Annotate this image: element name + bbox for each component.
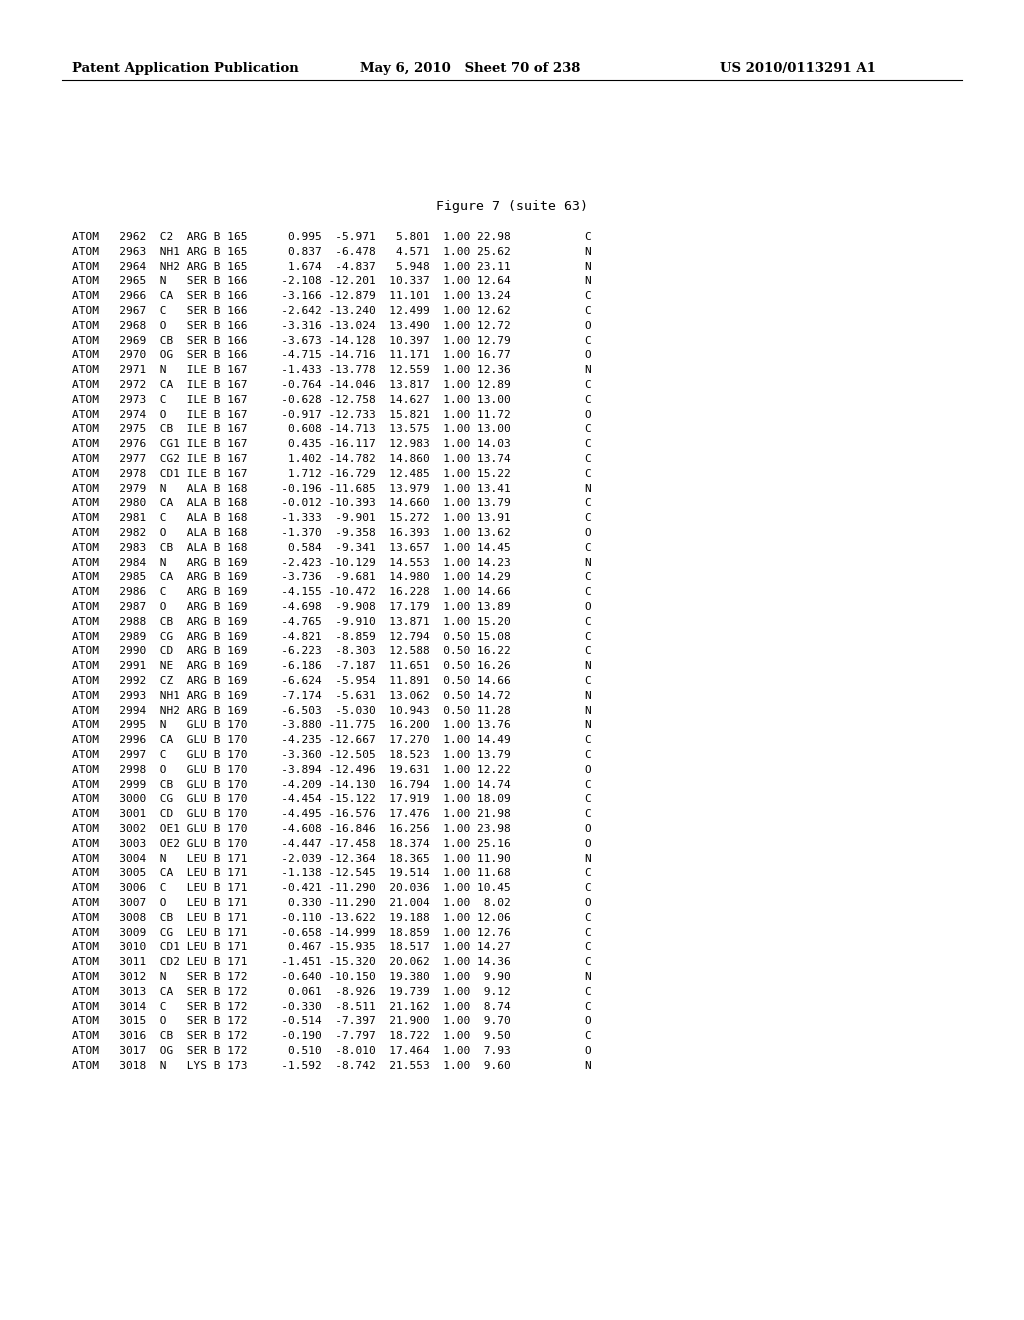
Text: ATOM   2994  NH2 ARG B 169     -6.503  -5.030  10.943  0.50 11.28           N: ATOM 2994 NH2 ARG B 169 -6.503 -5.030 10…: [72, 706, 592, 715]
Text: ATOM   2978  CD1 ILE B 167      1.712 -16.729  12.485  1.00 15.22           C: ATOM 2978 CD1 ILE B 167 1.712 -16.729 12…: [72, 469, 592, 479]
Text: ATOM   2989  CG  ARG B 169     -4.821  -8.859  12.794  0.50 15.08           C: ATOM 2989 CG ARG B 169 -4.821 -8.859 12.…: [72, 631, 592, 642]
Text: ATOM   3007  O   LEU B 171      0.330 -11.290  21.004  1.00  8.02           O: ATOM 3007 O LEU B 171 0.330 -11.290 21.0…: [72, 898, 592, 908]
Text: ATOM   3008  CB  LEU B 171     -0.110 -13.622  19.188  1.00 12.06           C: ATOM 3008 CB LEU B 171 -0.110 -13.622 19…: [72, 913, 592, 923]
Text: ATOM   2980  CA  ALA B 168     -0.012 -10.393  14.660  1.00 13.79           C: ATOM 2980 CA ALA B 168 -0.012 -10.393 14…: [72, 499, 592, 508]
Text: ATOM   2966  CA  SER B 166     -3.166 -12.879  11.101  1.00 13.24           C: ATOM 2966 CA SER B 166 -3.166 -12.879 11…: [72, 292, 592, 301]
Text: ATOM   2993  NH1 ARG B 169     -7.174  -5.631  13.062  0.50 14.72           N: ATOM 2993 NH1 ARG B 169 -7.174 -5.631 13…: [72, 690, 592, 701]
Text: ATOM   3011  CD2 LEU B 171     -1.451 -15.320  20.062  1.00 14.36           C: ATOM 3011 CD2 LEU B 171 -1.451 -15.320 2…: [72, 957, 592, 968]
Text: ATOM   2963  NH1 ARG B 165      0.837  -6.478   4.571  1.00 25.62           N: ATOM 2963 NH1 ARG B 165 0.837 -6.478 4.5…: [72, 247, 592, 257]
Text: ATOM   3010  CD1 LEU B 171      0.467 -15.935  18.517  1.00 14.27           C: ATOM 3010 CD1 LEU B 171 0.467 -15.935 18…: [72, 942, 592, 953]
Text: ATOM   3000  CG  GLU B 170     -4.454 -15.122  17.919  1.00 18.09           C: ATOM 3000 CG GLU B 170 -4.454 -15.122 17…: [72, 795, 592, 804]
Text: ATOM   2972  CA  ILE B 167     -0.764 -14.046  13.817  1.00 12.89           C: ATOM 2972 CA ILE B 167 -0.764 -14.046 13…: [72, 380, 592, 389]
Text: ATOM   2995  N   GLU B 170     -3.880 -11.775  16.200  1.00 13.76           N: ATOM 2995 N GLU B 170 -3.880 -11.775 16.…: [72, 721, 592, 730]
Text: ATOM   3015  O   SER B 172     -0.514  -7.397  21.900  1.00  9.70           O: ATOM 3015 O SER B 172 -0.514 -7.397 21.9…: [72, 1016, 592, 1027]
Text: ATOM   3018  N   LYS B 173     -1.592  -8.742  21.553  1.00  9.60           N: ATOM 3018 N LYS B 173 -1.592 -8.742 21.5…: [72, 1061, 592, 1071]
Text: ATOM   2967  C   SER B 166     -2.642 -13.240  12.499  1.00 12.62           C: ATOM 2967 C SER B 166 -2.642 -13.240 12.…: [72, 306, 592, 315]
Text: ATOM   2997  C   GLU B 170     -3.360 -12.505  18.523  1.00 13.79           C: ATOM 2997 C GLU B 170 -3.360 -12.505 18.…: [72, 750, 592, 760]
Text: ATOM   3014  C   SER B 172     -0.330  -8.511  21.162  1.00  8.74           C: ATOM 3014 C SER B 172 -0.330 -8.511 21.1…: [72, 1002, 592, 1011]
Text: ATOM   2976  CG1 ILE B 167      0.435 -16.117  12.983  1.00 14.03           C: ATOM 2976 CG1 ILE B 167 0.435 -16.117 12…: [72, 440, 592, 449]
Text: ATOM   2968  O   SER B 166     -3.316 -13.024  13.490  1.00 12.72           O: ATOM 2968 O SER B 166 -3.316 -13.024 13.…: [72, 321, 592, 331]
Text: ATOM   2987  O   ARG B 169     -4.698  -9.908  17.179  1.00 13.89           O: ATOM 2987 O ARG B 169 -4.698 -9.908 17.1…: [72, 602, 592, 612]
Text: ATOM   2974  O   ILE B 167     -0.917 -12.733  15.821  1.00 11.72           O: ATOM 2974 O ILE B 167 -0.917 -12.733 15.…: [72, 409, 592, 420]
Text: ATOM   2964  NH2 ARG B 165      1.674  -4.837   5.948  1.00 23.11           N: ATOM 2964 NH2 ARG B 165 1.674 -4.837 5.9…: [72, 261, 592, 272]
Text: ATOM   3004  N   LEU B 171     -2.039 -12.364  18.365  1.00 11.90           N: ATOM 3004 N LEU B 171 -2.039 -12.364 18.…: [72, 854, 592, 863]
Text: US 2010/0113291 A1: US 2010/0113291 A1: [720, 62, 876, 75]
Text: ATOM   2973  C   ILE B 167     -0.628 -12.758  14.627  1.00 13.00           C: ATOM 2973 C ILE B 167 -0.628 -12.758 14.…: [72, 395, 592, 405]
Text: ATOM   2999  CB  GLU B 170     -4.209 -14.130  16.794  1.00 14.74           C: ATOM 2999 CB GLU B 170 -4.209 -14.130 16…: [72, 780, 592, 789]
Text: ATOM   2996  CA  GLU B 170     -4.235 -12.667  17.270  1.00 14.49           C: ATOM 2996 CA GLU B 170 -4.235 -12.667 17…: [72, 735, 592, 746]
Text: ATOM   2985  CA  ARG B 169     -3.736  -9.681  14.980  1.00 14.29           C: ATOM 2985 CA ARG B 169 -3.736 -9.681 14.…: [72, 573, 592, 582]
Text: ATOM   2962  C2  ARG B 165      0.995  -5.971   5.801  1.00 22.98           C: ATOM 2962 C2 ARG B 165 0.995 -5.971 5.80…: [72, 232, 592, 242]
Text: May 6, 2010   Sheet 70 of 238: May 6, 2010 Sheet 70 of 238: [360, 62, 581, 75]
Text: ATOM   2981  C   ALA B 168     -1.333  -9.901  15.272  1.00 13.91           C: ATOM 2981 C ALA B 168 -1.333 -9.901 15.2…: [72, 513, 592, 523]
Text: ATOM   2990  CD  ARG B 169     -6.223  -8.303  12.588  0.50 16.22           C: ATOM 2990 CD ARG B 169 -6.223 -8.303 12.…: [72, 647, 592, 656]
Text: ATOM   2979  N   ALA B 168     -0.196 -11.685  13.979  1.00 13.41           N: ATOM 2979 N ALA B 168 -0.196 -11.685 13.…: [72, 483, 592, 494]
Text: ATOM   2984  N   ARG B 169     -2.423 -10.129  14.553  1.00 14.23           N: ATOM 2984 N ARG B 169 -2.423 -10.129 14.…: [72, 557, 592, 568]
Text: ATOM   3016  CB  SER B 172     -0.190  -7.797  18.722  1.00  9.50           C: ATOM 3016 CB SER B 172 -0.190 -7.797 18.…: [72, 1031, 592, 1041]
Text: ATOM   2982  O   ALA B 168     -1.370  -9.358  16.393  1.00 13.62           O: ATOM 2982 O ALA B 168 -1.370 -9.358 16.3…: [72, 528, 592, 539]
Text: ATOM   2965  N   SER B 166     -2.108 -12.201  10.337  1.00 12.64           N: ATOM 2965 N SER B 166 -2.108 -12.201 10.…: [72, 276, 592, 286]
Text: ATOM   3003  OE2 GLU B 170     -4.447 -17.458  18.374  1.00 25.16           O: ATOM 3003 OE2 GLU B 170 -4.447 -17.458 1…: [72, 838, 592, 849]
Text: ATOM   2991  NE  ARG B 169     -6.186  -7.187  11.651  0.50 16.26           N: ATOM 2991 NE ARG B 169 -6.186 -7.187 11.…: [72, 661, 592, 671]
Text: ATOM   3017  OG  SER B 172      0.510  -8.010  17.464  1.00  7.93           O: ATOM 3017 OG SER B 172 0.510 -8.010 17.4…: [72, 1045, 592, 1056]
Text: ATOM   3001  CD  GLU B 170     -4.495 -16.576  17.476  1.00 21.98           C: ATOM 3001 CD GLU B 170 -4.495 -16.576 17…: [72, 809, 592, 820]
Text: ATOM   2992  CZ  ARG B 169     -6.624  -5.954  11.891  0.50 14.66           C: ATOM 2992 CZ ARG B 169 -6.624 -5.954 11.…: [72, 676, 592, 686]
Text: ATOM   2971  N   ILE B 167     -1.433 -13.778  12.559  1.00 12.36           N: ATOM 2971 N ILE B 167 -1.433 -13.778 12.…: [72, 366, 592, 375]
Text: ATOM   3009  CG  LEU B 171     -0.658 -14.999  18.859  1.00 12.76           C: ATOM 3009 CG LEU B 171 -0.658 -14.999 18…: [72, 928, 592, 937]
Text: ATOM   2975  CB  ILE B 167      0.608 -14.713  13.575  1.00 13.00           C: ATOM 2975 CB ILE B 167 0.608 -14.713 13.…: [72, 425, 592, 434]
Text: ATOM   2986  C   ARG B 169     -4.155 -10.472  16.228  1.00 14.66           C: ATOM 2986 C ARG B 169 -4.155 -10.472 16.…: [72, 587, 592, 597]
Text: ATOM   2983  CB  ALA B 168      0.584  -9.341  13.657  1.00 14.45           C: ATOM 2983 CB ALA B 168 0.584 -9.341 13.6…: [72, 543, 592, 553]
Text: ATOM   3002  OE1 GLU B 170     -4.608 -16.846  16.256  1.00 23.98           O: ATOM 3002 OE1 GLU B 170 -4.608 -16.846 1…: [72, 824, 592, 834]
Text: ATOM   3013  CA  SER B 172      0.061  -8.926  19.739  1.00  9.12           C: ATOM 3013 CA SER B 172 0.061 -8.926 19.7…: [72, 987, 592, 997]
Text: ATOM   3012  N   SER B 172     -0.640 -10.150  19.380  1.00  9.90           N: ATOM 3012 N SER B 172 -0.640 -10.150 19.…: [72, 972, 592, 982]
Text: ATOM   2977  CG2 ILE B 167      1.402 -14.782  14.860  1.00 13.74           C: ATOM 2977 CG2 ILE B 167 1.402 -14.782 14…: [72, 454, 592, 465]
Text: Figure 7 (suite 63): Figure 7 (suite 63): [436, 201, 588, 213]
Text: Patent Application Publication: Patent Application Publication: [72, 62, 299, 75]
Text: ATOM   2969  CB  SER B 166     -3.673 -14.128  10.397  1.00 12.79           C: ATOM 2969 CB SER B 166 -3.673 -14.128 10…: [72, 335, 592, 346]
Text: ATOM   2970  OG  SER B 166     -4.715 -14.716  11.171  1.00 16.77           O: ATOM 2970 OG SER B 166 -4.715 -14.716 11…: [72, 350, 592, 360]
Text: ATOM   2998  O   GLU B 170     -3.894 -12.496  19.631  1.00 12.22           O: ATOM 2998 O GLU B 170 -3.894 -12.496 19.…: [72, 764, 592, 775]
Text: ATOM   3006  C   LEU B 171     -0.421 -11.290  20.036  1.00 10.45           C: ATOM 3006 C LEU B 171 -0.421 -11.290 20.…: [72, 883, 592, 894]
Text: ATOM   2988  CB  ARG B 169     -4.765  -9.910  13.871  1.00 15.20           C: ATOM 2988 CB ARG B 169 -4.765 -9.910 13.…: [72, 616, 592, 627]
Text: ATOM   3005  CA  LEU B 171     -1.138 -12.545  19.514  1.00 11.68           C: ATOM 3005 CA LEU B 171 -1.138 -12.545 19…: [72, 869, 592, 878]
